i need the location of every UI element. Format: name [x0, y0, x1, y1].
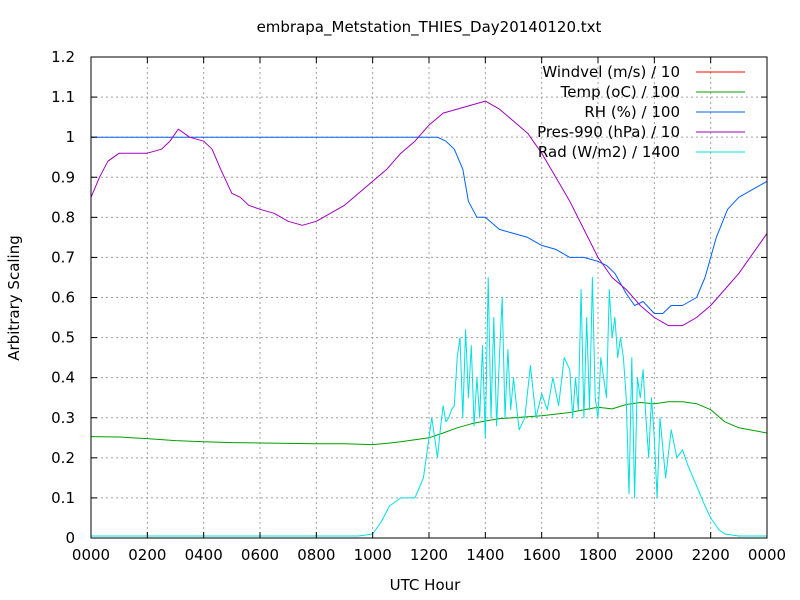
x-tick-label: 2200	[692, 546, 730, 564]
y-tick-label: 1.2	[51, 48, 75, 66]
legend-label: Windvel (m/s) / 10	[542, 63, 680, 81]
y-tick-label: 0.9	[51, 168, 75, 186]
series-lines	[90, 100, 768, 537]
y-tick-label: 0.2	[51, 449, 75, 467]
x-tick-label: 0000	[748, 546, 786, 564]
legend-label: Pres-990 (hPa) / 10	[537, 123, 680, 141]
y-axis-label: Arbitrary Scaling	[5, 235, 23, 361]
legend-label: RH (%) / 100	[584, 103, 680, 121]
x-tick-label: 1600	[523, 546, 561, 564]
x-tick-label: 1800	[579, 546, 617, 564]
y-tick-label: 0.5	[51, 329, 75, 347]
x-tick-label: 2000	[635, 546, 673, 564]
series-line-2	[91, 136, 768, 314]
y-tick-label: 0.8	[51, 208, 75, 226]
y-tick-label: 0.1	[51, 489, 75, 507]
x-tick-label: 0800	[297, 546, 335, 564]
y-tick-label: 0.7	[51, 248, 75, 266]
y-tick-label: 0	[65, 529, 75, 547]
chart-title: embrapa_Metstation_THIES_Day20140120.txt	[257, 18, 602, 37]
y-tick-label: 0.6	[51, 289, 75, 307]
x-tick-label: 0000	[72, 546, 110, 564]
x-axis-label: UTC Hour	[390, 576, 461, 594]
legend: Windvel (m/s) / 10 Temp (oC) / 100 RH (%) …	[537, 63, 745, 161]
x-tick-label: 1200	[410, 546, 448, 564]
x-tick-label: 0600	[241, 546, 279, 564]
legend-label: Rad (W/m2) / 1400	[538, 143, 680, 161]
axis-ticks: 0000 0200 0400 0600 0800 1000 1200 1400 1600 1800…	[51, 48, 786, 564]
x-tick-label: 1000	[354, 546, 392, 564]
y-tick-label: 0.3	[51, 409, 75, 427]
y-tick-label: 0.4	[51, 369, 75, 387]
y-tick-label: 1	[65, 128, 75, 146]
x-tick-label: 0200	[128, 546, 166, 564]
x-tick-label: 1400	[466, 546, 504, 564]
series-line-3	[90, 100, 768, 327]
series-line-4	[91, 277, 767, 537]
y-tick-label: 1.1	[51, 88, 75, 106]
legend-label: Temp (oC) / 100	[560, 83, 680, 101]
x-tick-label: 0400	[185, 546, 223, 564]
